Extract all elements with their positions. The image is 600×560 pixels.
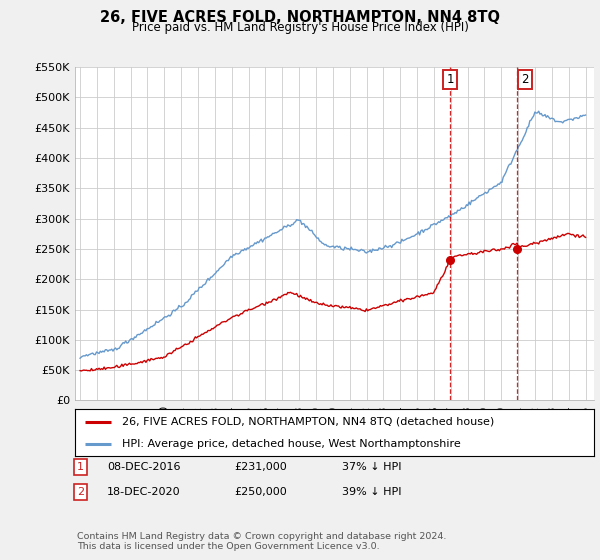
Text: 2: 2 — [521, 73, 529, 86]
Text: £231,000: £231,000 — [234, 462, 287, 472]
Text: Price paid vs. HM Land Registry's House Price Index (HPI): Price paid vs. HM Land Registry's House … — [131, 21, 469, 34]
Text: 2: 2 — [77, 487, 84, 497]
Text: 26, FIVE ACRES FOLD, NORTHAMPTON, NN4 8TQ (detached house): 26, FIVE ACRES FOLD, NORTHAMPTON, NN4 8T… — [122, 417, 494, 427]
Text: £250,000: £250,000 — [234, 487, 287, 497]
Text: 26, FIVE ACRES FOLD, NORTHAMPTON, NN4 8TQ: 26, FIVE ACRES FOLD, NORTHAMPTON, NN4 8T… — [100, 10, 500, 25]
Text: HPI: Average price, detached house, West Northamptonshire: HPI: Average price, detached house, West… — [122, 438, 460, 449]
Text: Contains HM Land Registry data © Crown copyright and database right 2024.
This d: Contains HM Land Registry data © Crown c… — [77, 532, 446, 552]
Text: 39% ↓ HPI: 39% ↓ HPI — [342, 487, 401, 497]
Text: 1: 1 — [77, 462, 84, 472]
Text: 37% ↓ HPI: 37% ↓ HPI — [342, 462, 401, 472]
Text: 08-DEC-2016: 08-DEC-2016 — [107, 462, 181, 472]
Text: 1: 1 — [446, 73, 454, 86]
Text: 18-DEC-2020: 18-DEC-2020 — [107, 487, 181, 497]
